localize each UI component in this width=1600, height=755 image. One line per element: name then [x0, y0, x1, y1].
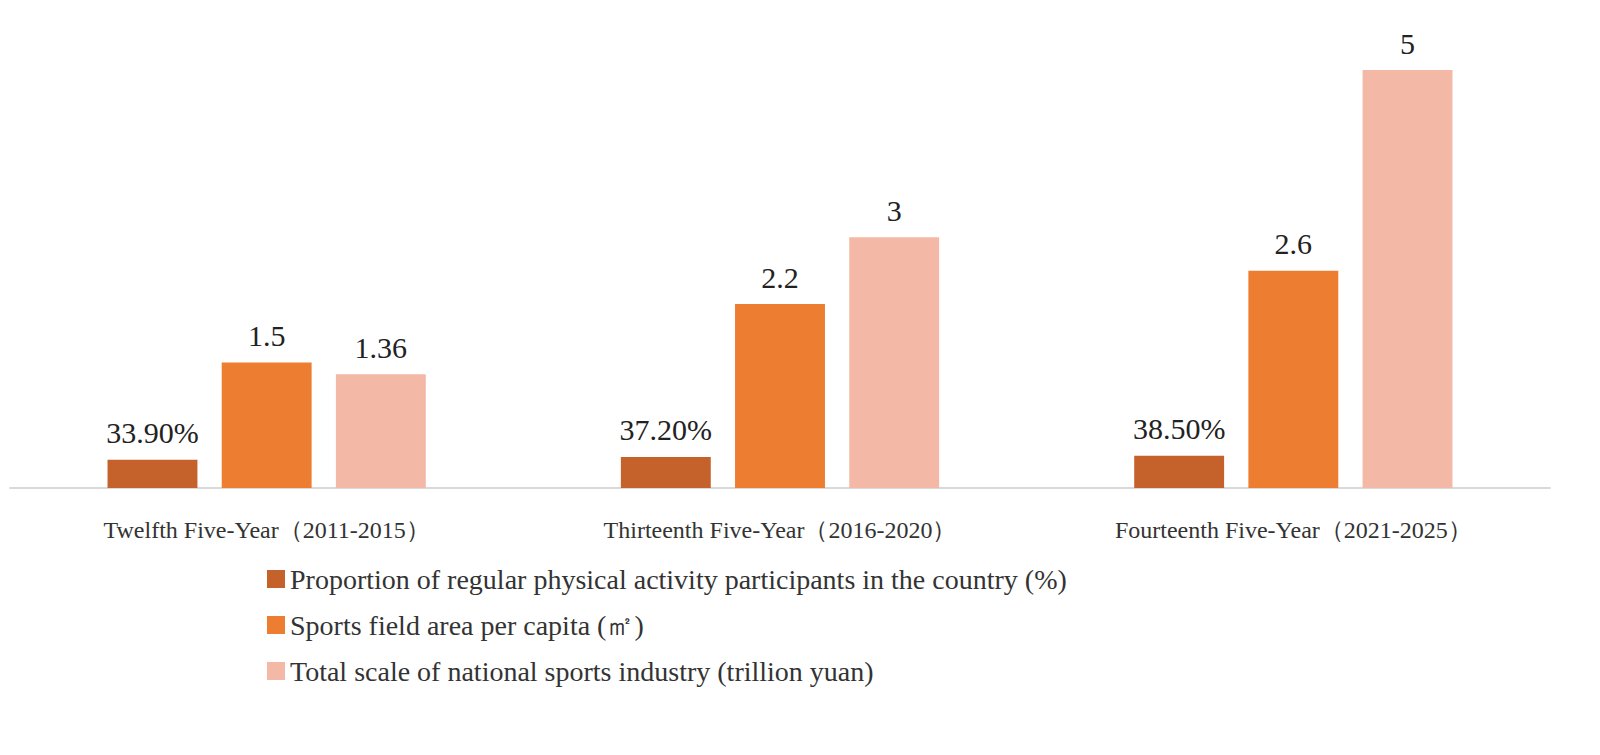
svg-text:Fourteenth Five-Year（2021-2025: Fourteenth Five-Year（2021-2025） [1115, 517, 1472, 543]
svg-text:3: 3 [887, 194, 902, 227]
svg-text:Total scale of national sports: Total scale of national sports industry … [290, 656, 874, 687]
svg-text:Proportion of regular physical: Proportion of regular physical activity … [290, 564, 1067, 595]
svg-text:Thirteenth Five-Year（2016-2020: Thirteenth Five-Year（2016-2020） [604, 517, 957, 543]
svg-text:1.36: 1.36 [355, 331, 408, 364]
svg-text:38.50%: 38.50% [1133, 412, 1226, 445]
svg-text:Sports field area per capita (: Sports field area per capita (㎡) [290, 610, 644, 641]
svg-text:5: 5 [1400, 27, 1415, 60]
svg-text:1.5: 1.5 [248, 319, 286, 352]
svg-text:33.90%: 33.90% [106, 416, 199, 449]
svg-text:2.6: 2.6 [1275, 227, 1313, 260]
svg-text:37.20%: 37.20% [620, 413, 713, 446]
svg-text:2.2: 2.2 [761, 261, 799, 294]
svg-text:Twelfth Five-Year（2011-2015）: Twelfth Five-Year（2011-2015） [104, 517, 430, 543]
